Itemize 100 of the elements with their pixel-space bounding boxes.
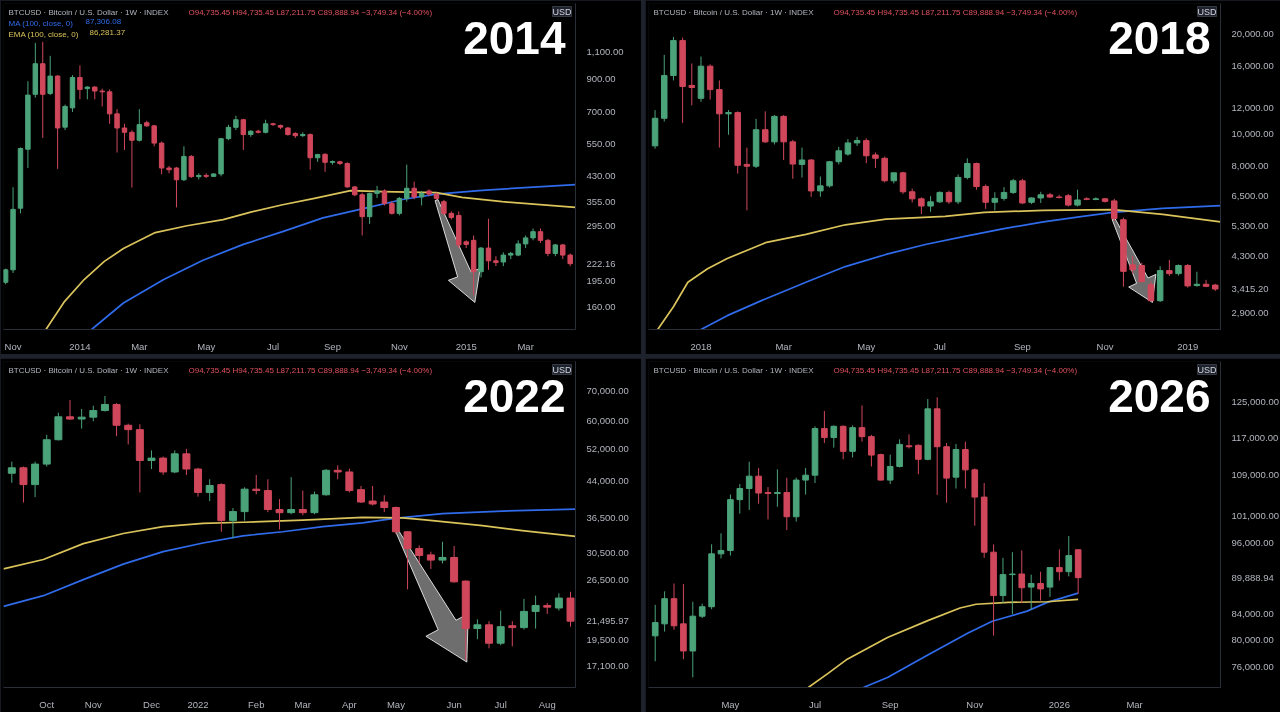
y-tick-label: 8,000.00 <box>1231 160 1269 172</box>
x-tick-label: Sep <box>881 698 899 710</box>
y-tick-label: 125,000.00 <box>1231 396 1280 408</box>
annotation: O94,735.45 H94,735.45 L87,211.75 C89,888.94 −3,749.34 (−4.00%) <box>188 365 433 375</box>
y-tick-label: 430.00 <box>586 170 616 182</box>
x-tick-label: May <box>857 340 876 352</box>
y-tick-label: 30,500.00 <box>586 546 629 558</box>
x-tick-label: Mar <box>131 340 148 352</box>
y-tick-label: 96,000.00 <box>1231 536 1274 548</box>
candlestick <box>415 544 424 564</box>
y-tick-label: 60,000.00 <box>586 414 629 426</box>
y-tick-label: 17,100.00 <box>586 659 629 671</box>
y-tick-label: 44,000.00 <box>586 475 629 487</box>
x-tick-label: Mar <box>294 698 311 710</box>
y-tick-label: 900.00 <box>586 72 616 84</box>
y-tick-label: 6,500.00 <box>1231 190 1269 202</box>
y-tick-label: 76,000.00 <box>1231 660 1274 672</box>
x-tick-label: Mar <box>517 340 534 352</box>
candlestick <box>194 467 203 498</box>
candlestick <box>147 449 156 470</box>
y-tick-label: 16,000.00 <box>1231 60 1274 72</box>
y-tick-label: 355.00 <box>586 195 616 207</box>
x-tick-label: Sep <box>1013 340 1031 352</box>
annotation: 86,281.37 <box>89 27 126 37</box>
y-tick-label: 550.00 <box>586 137 616 149</box>
x-tick-label: 2018 <box>690 340 712 352</box>
candlestick <box>275 498 284 530</box>
y-tick-label: 101,000.00 <box>1231 509 1280 521</box>
x-tick-label: Aug <box>538 698 556 710</box>
x-tick-label: Nov <box>84 698 102 710</box>
candlestick <box>566 591 575 628</box>
x-tick-label: 2014 <box>69 340 91 352</box>
y-tick-label: 700.00 <box>586 105 616 117</box>
y-tick-label: 2,900.00 <box>1231 306 1269 318</box>
x-tick-label: May <box>386 698 406 710</box>
candlestick <box>287 476 296 515</box>
x-tick-label: Jun <box>446 698 462 710</box>
y-tick-label: 12,000.00 <box>1231 101 1274 113</box>
annotation: O94,735.45 H94,735.45 L87,211.75 C89,888.94 −3,749.34 (−4.00%) <box>188 7 433 17</box>
x-tick-label: Nov <box>390 340 409 352</box>
y-tick-label: 295.00 <box>586 220 616 232</box>
candlestick <box>7 461 16 484</box>
y-tick-label: 19,500.00 <box>586 634 629 646</box>
y-tick-label: 5,300.00 <box>1231 219 1269 231</box>
candlestick <box>31 461 40 498</box>
candlestick <box>473 618 482 640</box>
candlestick <box>403 530 412 590</box>
y-tick-label: 117,000.00 <box>1231 431 1279 443</box>
candlestick <box>508 620 517 647</box>
candlestick <box>124 423 133 445</box>
x-tick-label: 2019 <box>1177 340 1199 352</box>
candlestick <box>182 448 191 476</box>
candlestick <box>54 412 63 441</box>
annotation: 87,306.08 <box>85 16 122 26</box>
x-tick-label: Jul <box>266 340 280 352</box>
candlestick <box>310 490 319 515</box>
y-tick-label: 195.00 <box>586 274 616 286</box>
x-tick-label: Feb <box>248 698 265 710</box>
text: MA (100, close, 0) <box>8 18 74 28</box>
x-tick-label: Apr <box>341 698 357 710</box>
candlestick <box>438 541 447 564</box>
y-tick-label: 4,300.00 <box>1231 249 1269 261</box>
x-tick-label: Jul <box>933 340 946 352</box>
y-tick-label: 36,500.00 <box>586 511 629 523</box>
y-axis-title: USD <box>552 364 572 375</box>
x-tick-label: Nov <box>4 340 22 352</box>
y-tick-label: 1,100.00 <box>586 46 624 58</box>
x-tick-label: Nov <box>966 698 984 710</box>
x-tick-label: Nov <box>1096 340 1114 352</box>
x-tick-label: Dec <box>143 698 161 710</box>
text: BTCUSD · Bitcoin / U.S. Dollar · 1W · INDEX <box>8 7 170 17</box>
y-axis-title: USD <box>1197 364 1217 375</box>
candlestick <box>519 598 528 630</box>
y-axis-title: USD <box>1197 6 1217 17</box>
annotation: O94,735.45 H94,735.45 L87,211.75 C89,888.94 −3,749.34 (−4.00%) <box>833 365 1078 375</box>
x-tick-label: 2022 <box>187 698 209 710</box>
y-tick-label: 70,000.00 <box>586 384 629 396</box>
x-tick-label: 2015 <box>455 340 477 352</box>
candlestick <box>531 595 540 630</box>
candlestick <box>298 490 307 516</box>
candlestick <box>368 485 377 507</box>
y-tick-label: 3,415.20 <box>1231 283 1269 295</box>
y-tick-label: 10,000.00 <box>1231 127 1274 139</box>
candlestick <box>228 507 237 539</box>
text: BTCUSD · Bitcoin / U.S. Dollar · 1W · INDEX <box>653 7 815 17</box>
x-tick-label: Mar <box>1126 698 1143 710</box>
x-tick-label: Jul <box>808 698 822 710</box>
y-tick-label: 80,000.00 <box>1231 633 1274 645</box>
y-tick-label: 222.16 <box>586 257 616 269</box>
y-tick-label: 89,888.94 <box>1231 571 1274 583</box>
x-tick-label: Sep <box>324 340 341 352</box>
annotation: O94,735.45 H94,735.45 L87,211.75 C89,888.94 −3,749.34 (−4.00%) <box>833 7 1078 17</box>
candlestick <box>263 478 272 513</box>
y-tick-label: 26,500.00 <box>586 574 629 586</box>
candlestick <box>485 620 494 649</box>
text: BTCUSD · Bitcoin / U.S. Dollar · 1W · INDEX <box>653 365 815 375</box>
text: BTCUSD · Bitcoin / U.S. Dollar · 1W · INDEX <box>8 365 170 375</box>
y-tick-label: 84,000.00 <box>1231 607 1274 619</box>
candlestick <box>77 408 86 430</box>
candlestick <box>240 486 249 522</box>
